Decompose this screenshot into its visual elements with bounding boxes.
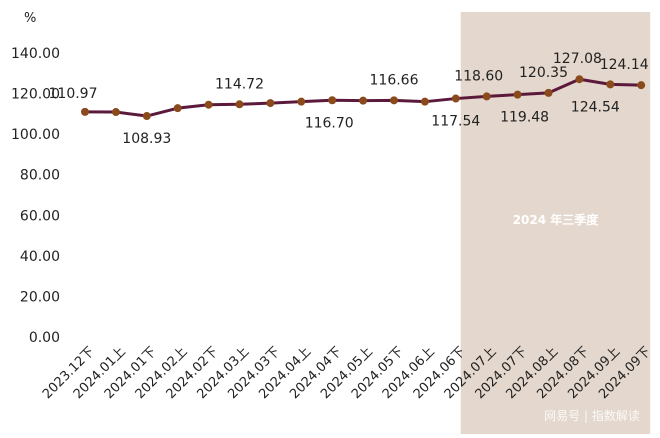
data-point	[451, 94, 460, 103]
data-label: 120.35	[519, 65, 568, 81]
y-tick-label: 140.00	[11, 46, 60, 62]
y-tick-label: 0.00	[29, 330, 60, 346]
highlight-region	[460, 12, 651, 434]
data-point	[142, 112, 151, 121]
data-point	[390, 96, 398, 105]
watermark: 网易号 | 指数解读	[544, 408, 640, 423]
data-point	[297, 97, 306, 106]
data-point	[606, 80, 615, 89]
data-label: 119.48	[500, 110, 549, 126]
data-point	[266, 99, 275, 108]
data-point	[204, 100, 213, 109]
data-label: 124.54	[571, 99, 620, 115]
data-label: 116.70	[305, 115, 354, 131]
data-label: 116.66	[370, 72, 419, 88]
data-label: 127.08	[553, 51, 602, 67]
data-label: 108.93	[122, 131, 171, 147]
data-label: 110.97	[49, 86, 98, 102]
data-point	[359, 96, 368, 105]
data-label: 118.60	[454, 68, 503, 84]
y-tick-label: 100.00	[11, 127, 60, 143]
y-axis-unit: %	[24, 11, 36, 26]
data-point	[173, 104, 182, 113]
data-point	[111, 108, 120, 117]
y-tick-label: 80.00	[20, 168, 60, 184]
y-tick-label: 20.00	[20, 289, 60, 305]
data-point	[544, 88, 553, 97]
data-point	[513, 90, 522, 99]
y-tick-label: 120.00	[11, 87, 60, 103]
data-point	[637, 81, 646, 90]
highlight-label: 2024 年三季度	[513, 212, 600, 227]
data-point	[575, 75, 584, 84]
data-point	[482, 92, 491, 101]
data-label: 117.54	[431, 114, 480, 130]
data-point	[328, 96, 337, 105]
data-point	[235, 100, 244, 109]
data-point	[420, 97, 429, 106]
data-point	[81, 107, 89, 116]
y-tick-label: 60.00	[20, 208, 60, 224]
y-tick-label: 40.00	[20, 249, 60, 265]
data-label: 124.14	[600, 57, 649, 73]
data-label: 114.72	[215, 76, 264, 92]
